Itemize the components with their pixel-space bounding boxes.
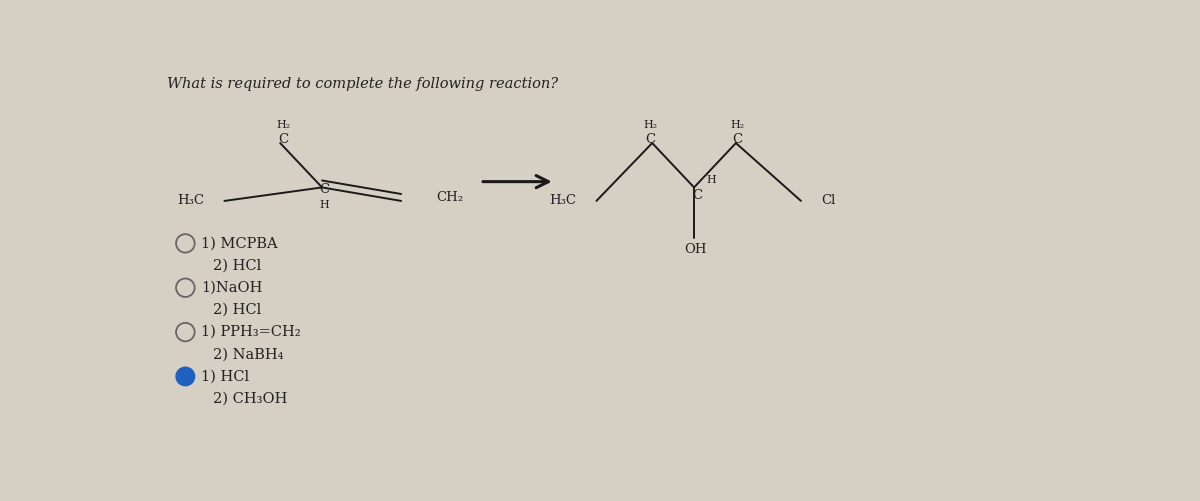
Text: H₂: H₂: [643, 120, 658, 130]
Text: 2) CH₃OH: 2) CH₃OH: [214, 392, 288, 406]
Text: C: C: [691, 189, 702, 201]
Text: H₂: H₂: [731, 120, 745, 130]
Text: 1)NaOH: 1)NaOH: [202, 281, 263, 295]
Text: C: C: [278, 133, 288, 146]
Text: H: H: [319, 200, 329, 210]
Text: 1) HCl: 1) HCl: [202, 369, 250, 383]
Text: H₃C: H₃C: [548, 194, 576, 206]
Text: CH₂: CH₂: [437, 190, 463, 203]
Text: C: C: [733, 133, 743, 146]
Text: H₂: H₂: [276, 120, 290, 130]
Text: H₃C: H₃C: [176, 194, 204, 206]
Text: C: C: [319, 183, 329, 196]
Text: Cl: Cl: [822, 194, 836, 206]
Text: 1) PPH₃=CH₂: 1) PPH₃=CH₂: [202, 325, 301, 339]
Text: 2) NaBH₄: 2) NaBH₄: [214, 348, 283, 361]
Text: OH: OH: [685, 243, 707, 257]
Text: 1) MCPBA: 1) MCPBA: [202, 236, 277, 250]
Text: 2) HCl: 2) HCl: [214, 259, 262, 273]
Ellipse shape: [176, 367, 194, 386]
Text: C: C: [646, 133, 655, 146]
Text: 2) HCl: 2) HCl: [214, 303, 262, 317]
Text: What is required to complete the following reaction?: What is required to complete the followi…: [167, 78, 558, 92]
Text: H: H: [706, 175, 715, 185]
